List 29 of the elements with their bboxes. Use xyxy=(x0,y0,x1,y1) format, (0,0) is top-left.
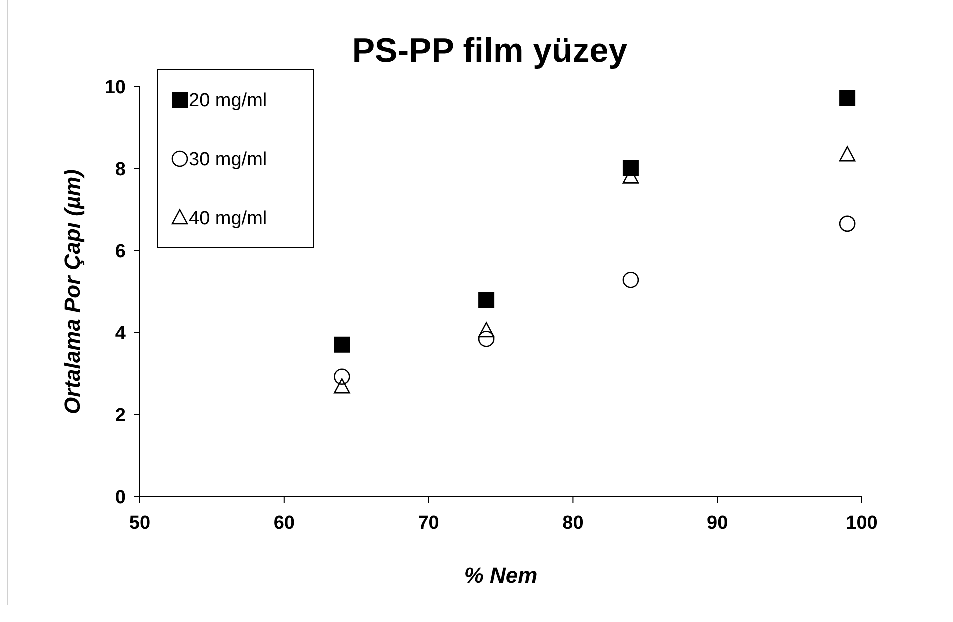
y-tick-label: 4 xyxy=(115,324,126,345)
y-tick-label: 8 xyxy=(115,160,126,181)
x-axis-title: % Nem xyxy=(464,563,538,588)
point xyxy=(622,160,639,176)
point xyxy=(840,90,856,106)
x-tick-label: 60 xyxy=(274,513,295,534)
x-tick-label: 50 xyxy=(129,513,151,534)
point xyxy=(839,146,856,162)
x-tick-label: 70 xyxy=(418,513,440,534)
x-tick-label: 90 xyxy=(707,513,728,534)
legend-label: 30 mg/ml xyxy=(189,150,268,171)
point xyxy=(334,368,350,386)
x-tick-label: 100 xyxy=(846,513,878,534)
point xyxy=(839,216,856,232)
point xyxy=(478,322,495,338)
point xyxy=(478,331,495,348)
point xyxy=(334,336,350,353)
legend-label: 20 mg/ml xyxy=(189,90,268,112)
chart-title: PS-PP film yüzey xyxy=(352,32,628,70)
point xyxy=(622,272,640,288)
point xyxy=(478,292,495,308)
x-tick-label: 80 xyxy=(562,513,584,534)
y-tick-label: 6 xyxy=(115,242,126,263)
y-axis-title: Ortalama Por Çapı (µm) xyxy=(60,170,85,414)
point xyxy=(334,378,350,394)
y-tick-label: 2 xyxy=(115,406,126,427)
y-tick-label: 10 xyxy=(104,78,126,99)
legend-label: 40 mg/ml xyxy=(189,208,268,230)
y-tick-label: 0 xyxy=(115,488,126,509)
